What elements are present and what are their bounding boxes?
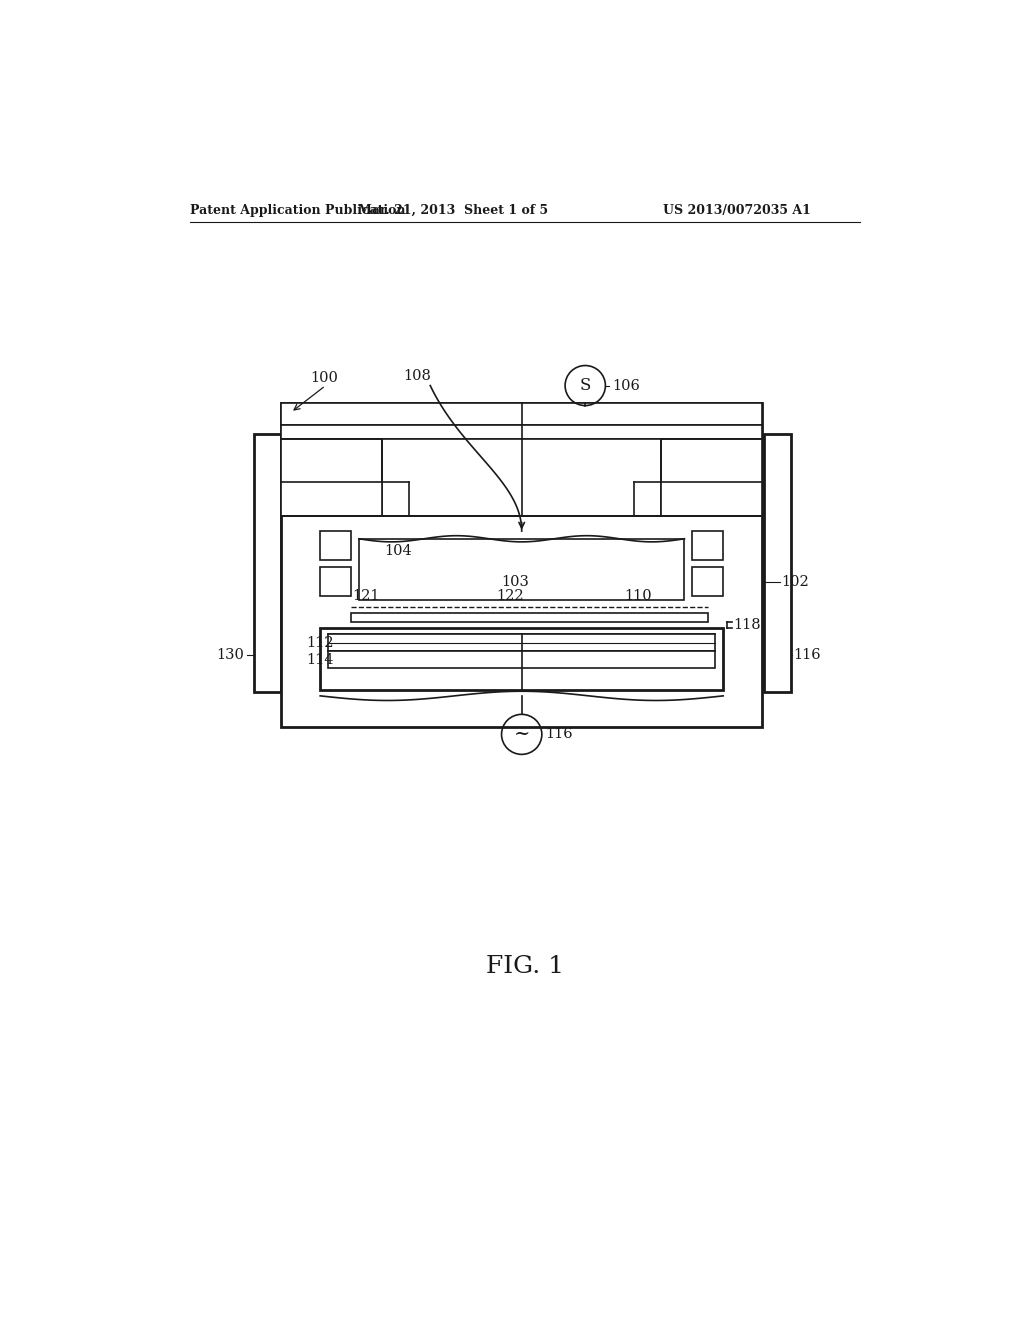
Text: 122: 122 [496,590,523,603]
Text: 112: 112 [306,636,334,649]
Bar [351,612,708,622]
Bar [321,628,723,689]
Bar [282,404,762,425]
Bar [382,438,662,516]
Bar [282,404,762,726]
Text: 103: 103 [502,576,529,589]
Bar [321,531,351,560]
Text: 106: 106 [612,379,640,392]
Text: 114: 114 [306,652,334,667]
Bar [328,651,716,668]
Bar [764,434,792,692]
Bar [282,425,762,438]
Bar [662,482,762,516]
Text: US 2013/0072035 A1: US 2013/0072035 A1 [663,205,811,218]
Bar [662,438,762,516]
Text: S: S [580,378,591,395]
Text: ~: ~ [513,726,529,743]
Bar [321,566,351,595]
Bar [282,438,382,516]
Text: 118: 118 [733,618,761,632]
Text: FIG. 1: FIG. 1 [485,956,564,978]
Text: 116: 116 [545,727,572,742]
Bar [692,566,723,595]
Text: 121: 121 [352,590,380,603]
Text: 110: 110 [624,590,651,603]
Text: 116: 116 [794,648,821,663]
Text: 100: 100 [310,371,338,385]
Bar [254,434,282,692]
Bar [692,531,723,560]
Text: Mar. 21, 2013  Sheet 1 of 5: Mar. 21, 2013 Sheet 1 of 5 [358,205,549,218]
Text: 104: 104 [384,544,412,558]
Bar [359,539,684,601]
Text: 108: 108 [403,370,431,383]
Text: 102: 102 [781,576,809,589]
Bar [328,635,716,651]
Bar [282,482,382,516]
Text: Patent Application Publication: Patent Application Publication [190,205,406,218]
Text: 130: 130 [216,648,245,663]
